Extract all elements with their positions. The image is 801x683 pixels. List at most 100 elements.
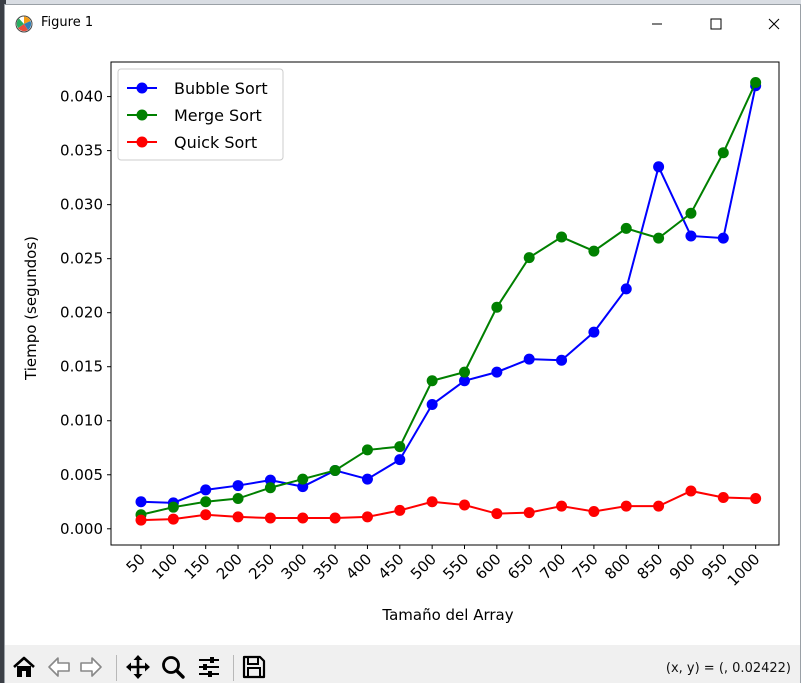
forward-button[interactable] (77, 653, 105, 681)
merge-sort-point (361, 444, 373, 456)
merge-sort-point (556, 231, 568, 243)
configure-subplots-button[interactable] (195, 653, 223, 681)
toolbar-separator (116, 655, 117, 681)
legend-box (117, 68, 284, 161)
pan-button[interactable] (124, 653, 152, 681)
x-tick-label: 450 (375, 550, 408, 583)
merge-sort-point (426, 375, 438, 387)
bubble-sort-point (620, 283, 632, 295)
quick-sort-point (556, 500, 568, 512)
home-icon (13, 656, 35, 677)
x-tick-label: 50 (123, 550, 149, 576)
figure-canvas[interactable]: 0.000 0.005 0.010 0.015 0.020 0.025 0.030 0.035… (5, 42, 800, 645)
pan-icon (126, 655, 150, 679)
toolbar-separator (233, 655, 234, 681)
x-tick-label: 200 (213, 550, 246, 583)
bubble-sort-point (297, 481, 309, 493)
x-axis-label: Tamaño del Array (381, 606, 513, 624)
quick-sort-point (297, 512, 309, 524)
bubble-sort-point (394, 454, 406, 466)
merge-sort-point (232, 493, 244, 505)
forward-arrow-icon (80, 657, 102, 677)
quick-sort-point (264, 512, 276, 524)
legend-label-quick-sort: Quick Sort (174, 133, 257, 152)
maximize-button[interactable] (687, 5, 745, 42)
bubble-sort-point (717, 232, 729, 244)
legend-marker-merge-sort (136, 109, 148, 121)
quick-sort-point (426, 496, 438, 508)
x-tick-label: 300 (278, 550, 311, 583)
merge-sort-point (588, 245, 600, 257)
y-tick-label: 0.020 (60, 304, 103, 322)
quick-sort-point (523, 507, 535, 519)
configure-subplots-icon (199, 657, 219, 677)
y-tick-label: 0.010 (60, 412, 103, 430)
merge-sort-point (685, 207, 697, 219)
quick-sort-point (394, 504, 406, 516)
x-tick-label: 150 (181, 550, 214, 583)
cursor-coordinates: (x, y) = (, 0.02422) (665, 661, 791, 676)
quick-sort-point (717, 491, 729, 503)
merge-sort-point (620, 222, 632, 234)
bubble-sort-point (588, 326, 600, 338)
back-arrow-icon (48, 657, 70, 677)
minimize-button[interactable] (628, 5, 686, 42)
title-bar[interactable]: Figure 1 (5, 5, 800, 42)
quick-sort-point (685, 485, 697, 497)
quick-sort-point (620, 500, 632, 512)
merge-sort-point (297, 473, 309, 485)
line-chart[interactable]: 0.000 0.005 0.010 0.015 0.020 0.025 0.030 0.035… (5, 42, 800, 645)
x-tick-label: 900 (666, 550, 699, 583)
y-tick-label: 0.030 (60, 196, 103, 214)
y-tick-label: 0.015 (60, 358, 103, 376)
x-tick-label: 750 (569, 550, 602, 583)
x-tick-label: 600 (472, 550, 505, 583)
merge-sort-point (491, 301, 503, 313)
quick-sort-point (459, 499, 470, 511)
minimize-icon (652, 23, 662, 24)
y-tick-label: 0.025 (60, 250, 103, 268)
x-tick-label: 1000 (724, 550, 764, 590)
navigation-toolbar: (x, y) = (, 0.02422) (5, 645, 800, 683)
quick-sort-point (232, 511, 244, 523)
bubble-sort-point (232, 480, 244, 492)
x-tick-label: 350 (310, 550, 343, 583)
merge-sort-point (394, 441, 406, 453)
plot-frame (110, 61, 780, 546)
quick-sort-point (653, 500, 665, 512)
quick-sort-point (361, 511, 373, 523)
close-icon (768, 18, 780, 29)
x-tick-label: 100 (148, 550, 181, 583)
y-tick-label: 0.040 (60, 88, 103, 106)
save-icon (242, 655, 266, 679)
bubble-sort-point (653, 161, 665, 173)
zoom-button[interactable] (159, 653, 187, 681)
x-tick-label: 800 (601, 550, 634, 583)
x-tick-label: 500 (407, 550, 440, 583)
merge-sort-point (523, 252, 535, 264)
bubble-sort-point (556, 354, 568, 366)
bubble-sort-point (491, 366, 503, 378)
maximize-icon (710, 18, 722, 29)
merge-sort-point (750, 77, 762, 89)
save-button[interactable] (240, 653, 268, 681)
x-tick-label: 400 (342, 550, 375, 583)
back-button[interactable] (45, 653, 73, 681)
x-tick-label: 850 (633, 550, 666, 583)
y-axis-label: Tiempo (segundos) (22, 236, 40, 381)
figure-window: Figure 1 0.000 0.005 0.010 0.015 0.020 0.025 0… (4, 4, 801, 683)
quick-sort-point (750, 493, 762, 505)
x-tick-label: 250 (245, 550, 278, 583)
zoom-icon (162, 656, 185, 679)
merge-sort-point (167, 501, 179, 513)
bubble-sort-point (523, 353, 535, 365)
bubble-sort-point (200, 484, 212, 496)
quick-sort-point (135, 514, 147, 526)
bubble-sort-point (685, 230, 697, 242)
close-button[interactable] (745, 5, 801, 42)
legend-label-bubble-sort: Bubble Sort (174, 79, 268, 98)
legend-label-merge-sort: Merge Sort (174, 106, 262, 125)
quick-sort-point (588, 506, 600, 518)
bubble-sort-point (361, 473, 373, 485)
home-button[interactable] (10, 653, 38, 681)
